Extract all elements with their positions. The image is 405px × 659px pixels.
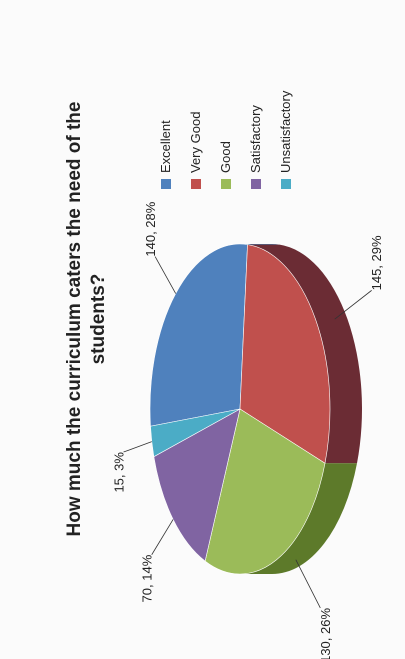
legend-label-unsatisfactory: Unsatisfactory — [278, 90, 293, 173]
legend-label-good: Good — [218, 141, 233, 173]
leader-line-excellent — [154, 256, 177, 294]
pie-slices — [149, 243, 331, 575]
legend-swatch-satisfactory — [251, 179, 261, 189]
pie-slice-good — [204, 408, 326, 575]
legend-swatch-very-good — [191, 179, 201, 189]
pie-3d-sides — [240, 244, 362, 574]
data-labels: 140, 28% 145, 29% 130, 26% 70, 14% 15, 3% — [112, 201, 385, 659]
legend-label-satisfactory: Satisfactory — [248, 105, 263, 173]
pie-side-good — [240, 463, 357, 574]
leader-line-unsatisfactory — [123, 441, 152, 453]
chart-title: How much the curriculum caters the need … — [64, 102, 109, 537]
pie-side-excellent — [240, 244, 280, 245]
legend-swatch-good — [221, 179, 231, 189]
legend-label-excellent: Excellent — [158, 120, 173, 173]
chart-title-line2: students? — [88, 274, 109, 365]
legend-label-very-good: Very Good — [188, 112, 203, 173]
leader-line-very-good — [334, 290, 372, 320]
data-label-satisfactory: 70, 14% — [140, 554, 155, 602]
pie-slice-excellent — [149, 243, 248, 427]
leader-line-good — [295, 559, 321, 609]
legend-swatch-excellent — [161, 179, 171, 189]
pie-side-very-good — [247, 244, 362, 464]
data-label-excellent: 140, 28% — [143, 201, 158, 256]
pie-slice-very-good — [239, 244, 331, 464]
legend-swatch-unsatisfactory — [281, 179, 291, 189]
data-label-very-good: 145, 29% — [369, 235, 384, 290]
data-label-good: 130, 26% — [318, 608, 333, 659]
leader-line-satisfactory — [151, 519, 174, 555]
leader-lines — [123, 256, 372, 609]
data-label-unsatisfactory: 15, 3% — [112, 452, 127, 493]
legend: Excellent Very Good Good Satisfactory Unsati… — [158, 90, 293, 189]
chart-title-line1: How much the curriculum caters the need … — [64, 102, 85, 537]
